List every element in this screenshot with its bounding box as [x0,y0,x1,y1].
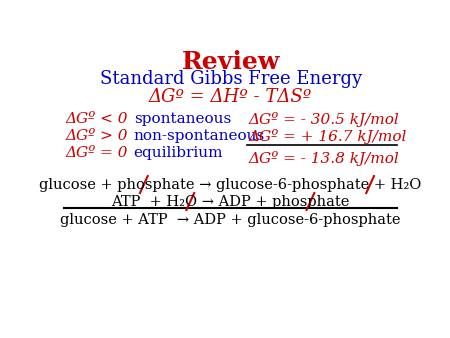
Text: ΔGº = - 30.5 kJ/mol: ΔGº = - 30.5 kJ/mol [248,112,399,127]
Text: glucose + ATP  → ADP + glucose-6-phosphate: glucose + ATP → ADP + glucose-6-phosphat… [60,213,401,227]
Text: non-spontaneous: non-spontaneous [134,129,265,143]
Text: equilibrium: equilibrium [134,146,223,160]
Text: Standard Gibbs Free Energy: Standard Gibbs Free Energy [99,70,362,88]
Text: ΔGº > 0: ΔGº > 0 [66,129,128,143]
Text: glucose + phosphate → glucose-6-phosphate + H₂O: glucose + phosphate → glucose-6-phosphat… [40,178,422,192]
Text: ΔGº < 0: ΔGº < 0 [66,112,128,126]
Text: spontaneous: spontaneous [134,112,231,126]
Text: ΔGº = - 13.8 kJ/mol: ΔGº = - 13.8 kJ/mol [248,151,399,166]
Text: ΔGº = 0: ΔGº = 0 [66,146,128,160]
Text: ΔGº = ΔHº - TΔSº: ΔGº = ΔHº - TΔSº [149,88,312,106]
Text: ATP  + H₂O → ADP + phosphate: ATP + H₂O → ADP + phosphate [112,195,350,209]
Text: ΔGº = + 16.7 kJ/mol: ΔGº = + 16.7 kJ/mol [248,129,407,144]
Text: Review: Review [181,50,280,74]
